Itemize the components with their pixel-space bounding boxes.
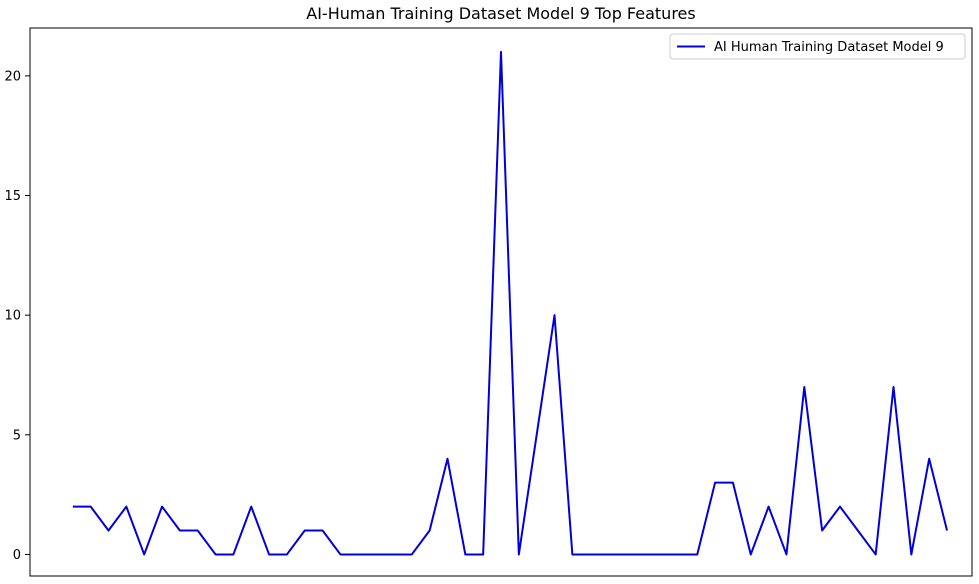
y-tick-label: 0 <box>13 548 21 563</box>
plot-area <box>29 27 973 577</box>
legend: AI Human Training Dataset Model 9 <box>669 33 966 60</box>
legend-box <box>669 33 966 60</box>
y-tick-label: 10 <box>4 309 21 324</box>
chart-title: AI-Human Training Dataset Model 9 Top Fe… <box>306 4 695 23</box>
y-tick-label: 20 <box>4 69 21 84</box>
series-layer <box>72 50 948 556</box>
y-tick-label: 15 <box>4 189 21 204</box>
y-tick-label: 5 <box>13 428 21 443</box>
y-axis: 0 5 10 15 20 <box>4 69 30 563</box>
legend-label: AI Human Training Dataset Model 9 <box>714 40 944 55</box>
series-line <box>72 50 948 556</box>
plot-frame <box>29 27 973 577</box>
